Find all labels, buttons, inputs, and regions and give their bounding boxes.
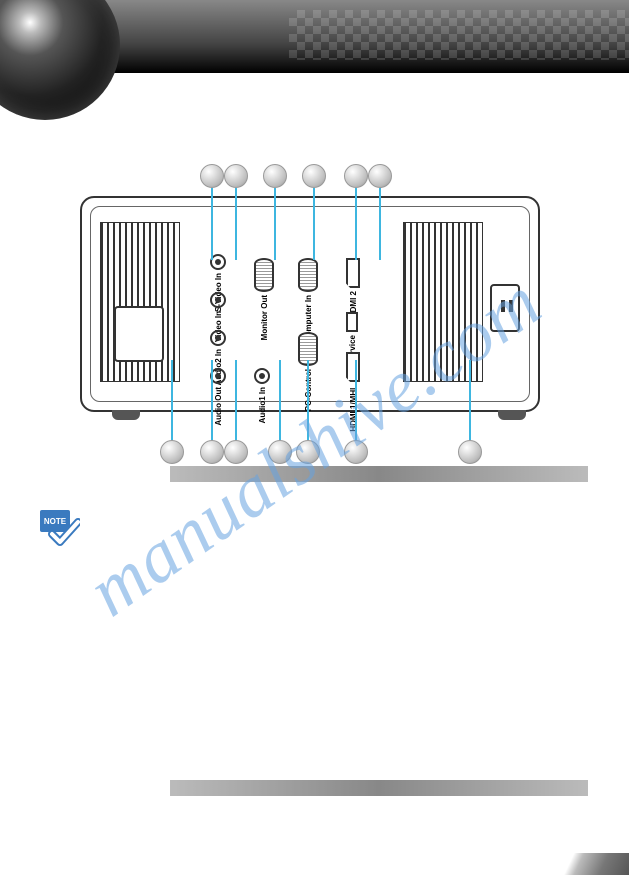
footer-corner-shadow (539, 853, 629, 875)
callout-line (274, 188, 276, 260)
foot-right (498, 410, 526, 420)
callout-circle (200, 440, 224, 464)
lens-decoration (0, 0, 120, 120)
jack-port-icon (210, 330, 226, 346)
header-bar (0, 0, 629, 73)
power-pins (498, 300, 516, 320)
callout-line (211, 360, 213, 440)
jack-port-icon (210, 292, 226, 308)
callout-circle (302, 164, 326, 188)
callout-line (307, 360, 309, 440)
shadow-bar-lower (170, 780, 588, 796)
jack-port-icon (254, 368, 270, 384)
ac-power-socket (490, 284, 520, 332)
port-hdmi-1-mhl: HDMI 1/MHL (346, 352, 360, 432)
port-computer-in: Computer In (298, 258, 318, 342)
checkmark-icon (48, 518, 80, 550)
port-audio1-in: Audio1 In (254, 368, 270, 423)
callout-line (313, 188, 315, 260)
hdmi-port-icon (346, 352, 360, 382)
device-body: S-Video InVideo InAudio2 InAudio OutMoni… (80, 196, 540, 412)
callout-line (171, 360, 173, 440)
callout-circle (368, 164, 392, 188)
callout-circle (344, 440, 368, 464)
port-label: Audio1 In (258, 387, 267, 423)
foot-left (112, 410, 140, 420)
callout-circle (344, 164, 368, 188)
port-panel: S-Video InVideo InAudio2 InAudio OutMoni… (192, 222, 392, 390)
hdmi-port-icon (346, 258, 360, 288)
note-badge: NOTE (40, 510, 80, 550)
header-checker-pattern (289, 10, 629, 60)
callout-circle (296, 440, 320, 464)
callout-line (469, 360, 471, 440)
rear-panel-diagram: S-Video InVideo InAudio2 InAudio OutMoni… (80, 160, 540, 490)
callout-line (235, 188, 237, 260)
callout-circle (224, 164, 248, 188)
callout-circle (224, 440, 248, 464)
callout-circle (160, 440, 184, 464)
callout-line (355, 188, 357, 260)
shadow-bar-upper (170, 466, 588, 482)
callout-line (355, 360, 357, 440)
callout-circle (263, 164, 287, 188)
callout-circle (268, 440, 292, 464)
usb-port-icon (346, 312, 358, 332)
callout-line (235, 360, 237, 440)
kensington-slot-area (114, 306, 164, 362)
callout-circle (458, 440, 482, 464)
vga-port-icon (254, 258, 274, 292)
port-hdmi-2: HDMI 2 (346, 258, 360, 318)
callout-line (379, 188, 381, 260)
port-label: Monitor Out (260, 295, 269, 340)
port-label: Audio Out (214, 387, 223, 426)
vent-grille-right (403, 222, 483, 382)
callout-line (279, 360, 281, 440)
callout-line (211, 188, 213, 260)
vga-port-icon (298, 258, 318, 292)
callout-circle (200, 164, 224, 188)
port-monitor-out: Monitor Out (254, 258, 274, 340)
